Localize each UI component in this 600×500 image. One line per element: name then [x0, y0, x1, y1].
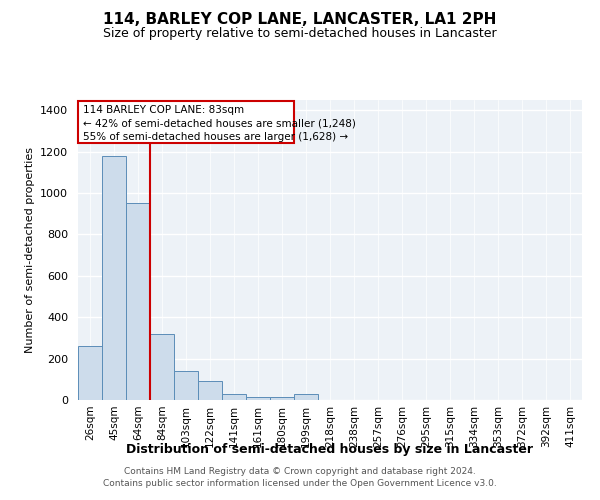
Bar — [78, 101, 294, 144]
Bar — [102, 156, 126, 400]
Bar — [150, 334, 174, 400]
Text: ← 42% of semi-detached houses are smaller (1,248): ← 42% of semi-detached houses are smalle… — [83, 118, 356, 128]
Bar — [246, 397, 270, 400]
Bar — [174, 371, 198, 400]
Bar — [78, 346, 102, 400]
Bar — [126, 204, 150, 400]
Text: Distribution of semi-detached houses by size in Lancaster: Distribution of semi-detached houses by … — [127, 442, 533, 456]
Text: 55% of semi-detached houses are larger (1,628) →: 55% of semi-detached houses are larger (… — [83, 132, 348, 142]
Bar — [294, 394, 318, 400]
Text: 114, BARLEY COP LANE, LANCASTER, LA1 2PH: 114, BARLEY COP LANE, LANCASTER, LA1 2PH — [103, 12, 497, 28]
Text: 114 BARLEY COP LANE: 83sqm: 114 BARLEY COP LANE: 83sqm — [83, 105, 244, 115]
Bar — [222, 394, 246, 400]
Text: Contains public sector information licensed under the Open Government Licence v3: Contains public sector information licen… — [103, 478, 497, 488]
Text: Size of property relative to semi-detached houses in Lancaster: Size of property relative to semi-detach… — [103, 28, 497, 40]
Bar — [270, 397, 294, 400]
Bar — [198, 382, 222, 400]
Y-axis label: Number of semi-detached properties: Number of semi-detached properties — [25, 147, 35, 353]
Text: Contains HM Land Registry data © Crown copyright and database right 2024.: Contains HM Land Registry data © Crown c… — [124, 467, 476, 476]
